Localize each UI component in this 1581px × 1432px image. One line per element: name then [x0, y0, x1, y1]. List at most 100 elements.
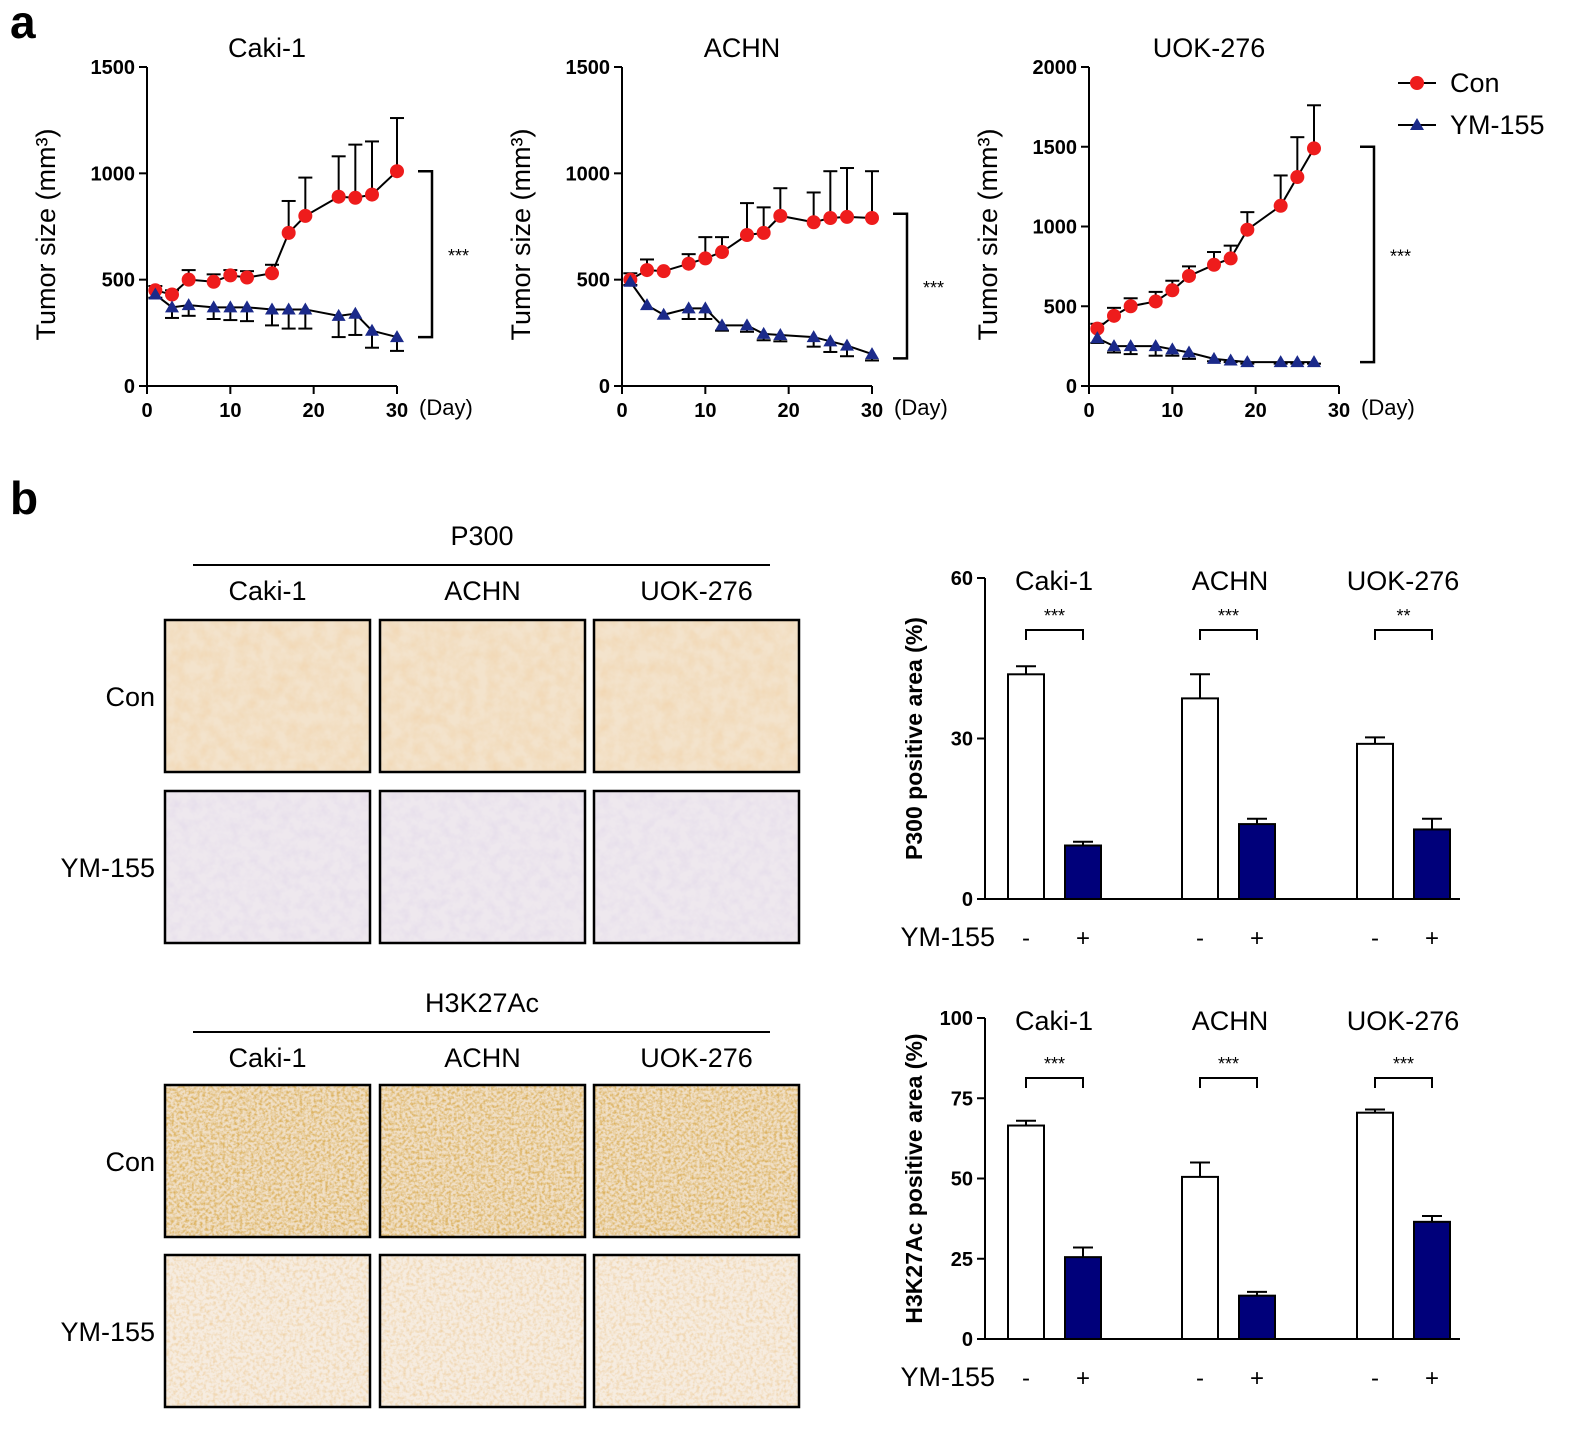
- significance-label: **: [1396, 606, 1410, 626]
- data-point: [206, 300, 221, 313]
- data-point: [148, 287, 163, 300]
- treatment-sign: +: [1425, 925, 1439, 952]
- bar-ym: [1413, 828, 1451, 901]
- ihc-image-frame: [378, 1083, 587, 1239]
- significance-bracket: [1025, 1077, 1084, 1088]
- x-tick-label: 10: [694, 400, 716, 422]
- x-tick-label: 10: [1161, 400, 1183, 422]
- ihc-stain-title: H3K27Ac: [425, 988, 539, 1018]
- data-point: [331, 308, 346, 321]
- data-point: [840, 209, 854, 224]
- data-point: [165, 287, 179, 302]
- x-tick-label: 30: [1328, 400, 1350, 422]
- bar-con: [1007, 673, 1045, 900]
- bar-con: [1181, 697, 1219, 900]
- data-point: [1123, 339, 1138, 352]
- data-point: [698, 251, 713, 266]
- ihc-row-label: YM-155: [60, 853, 155, 883]
- ihc-image-texture: [380, 620, 585, 772]
- y-tick-label: 1000: [566, 163, 611, 185]
- data-point: [1090, 321, 1105, 336]
- category-label: ACHN: [1192, 1006, 1269, 1036]
- data-point: [865, 210, 879, 225]
- bar-ym: [1238, 1294, 1276, 1341]
- y-tick-label: 1500: [1033, 137, 1078, 159]
- line-chart-1: Caki-1 0 500 1000 1500 0 10 20 30 (Day) Tumor size…: [31, 33, 473, 422]
- significance-bracket: [1374, 629, 1433, 640]
- significance-bracket: [893, 212, 909, 360]
- data-point: [681, 256, 696, 271]
- data-point: [165, 300, 179, 313]
- data-point: [715, 318, 729, 331]
- x-tick-label: 20: [778, 400, 800, 422]
- data-point: [656, 264, 671, 279]
- significance-bracket: [1199, 1077, 1258, 1088]
- ihc-stain-title: P300: [450, 521, 513, 551]
- bar-ym: [1238, 823, 1276, 900]
- bar-con: [1356, 1111, 1394, 1340]
- data-point: [240, 300, 254, 313]
- bar-ym: [1064, 1256, 1102, 1341]
- y-axis-label: H3K27Ac positive area (%): [901, 1033, 927, 1323]
- legend-label-ym: YM-155: [1450, 110, 1545, 140]
- data-point: [181, 272, 196, 287]
- ihc-image-texture: [594, 791, 799, 943]
- data-point: [181, 298, 196, 311]
- ihc-column-label: Caki-1: [228, 1043, 306, 1073]
- data-point: [823, 210, 838, 225]
- bar-con: [1007, 1124, 1045, 1341]
- data-point: [1182, 268, 1196, 283]
- data-point: [1290, 355, 1305, 368]
- y-tick-label: 500: [1044, 296, 1077, 318]
- ihc-image-texture: [594, 1255, 799, 1407]
- y-tick-label: 0: [124, 376, 135, 398]
- y-tick-label: 100: [940, 1008, 973, 1030]
- significance-label: ***: [1218, 1054, 1239, 1074]
- bar-ym: [1064, 844, 1102, 900]
- data-point: [348, 190, 363, 205]
- data-point: [773, 208, 788, 223]
- legend-label-con: Con: [1450, 68, 1500, 98]
- data-point: [823, 334, 838, 347]
- data-point: [1207, 257, 1221, 272]
- y-tick-label: 0: [962, 889, 973, 911]
- treatment-sign: -: [1371, 1365, 1379, 1392]
- data-point: [240, 270, 254, 285]
- chart-title: ACHN: [704, 33, 781, 63]
- y-tick-label: 1000: [1033, 217, 1078, 239]
- treatment-sign: +: [1250, 925, 1264, 952]
- significance-bracket: [1199, 629, 1258, 640]
- data-point: [206, 274, 221, 289]
- data-point: [1307, 141, 1321, 156]
- data-point: [1223, 251, 1238, 266]
- line-chart-2: ACHN 0 500 1000 1500 0 10 20 30 (Day) Tumor size (…: [506, 33, 948, 422]
- data-point: [865, 347, 879, 360]
- ihc-row-label: Con: [105, 682, 155, 712]
- data-point: [740, 318, 754, 331]
- data-point: [806, 330, 821, 343]
- ihc-column-label: UOK-276: [640, 576, 753, 606]
- y-tick-label: 50: [951, 1169, 973, 1191]
- ihc-column-label: UOK-276: [640, 1043, 753, 1073]
- category-label: ACHN: [1192, 566, 1269, 596]
- data-point: [1123, 299, 1138, 314]
- y-tick-label: 75: [951, 1088, 973, 1110]
- y-tick-label: 30: [951, 729, 973, 751]
- ihc-image-texture: [165, 1255, 370, 1407]
- data-point: [1207, 351, 1221, 364]
- data-point: [773, 327, 788, 340]
- y-tick-label: 1500: [566, 57, 611, 79]
- significance-bracket: [1374, 1077, 1433, 1088]
- bar-con: [1356, 742, 1394, 900]
- data-point: [1148, 339, 1163, 352]
- y-tick-label: 500: [577, 270, 610, 292]
- data-point: [390, 330, 404, 343]
- y-tick-label: 0: [962, 1329, 973, 1351]
- data-point: [1223, 353, 1238, 366]
- ihc-image-texture: [165, 620, 370, 772]
- ihc-image-texture: [380, 1255, 585, 1407]
- data-point: [298, 208, 313, 223]
- series-con: [1090, 104, 1321, 336]
- category-label: Caki-1: [1015, 1006, 1093, 1036]
